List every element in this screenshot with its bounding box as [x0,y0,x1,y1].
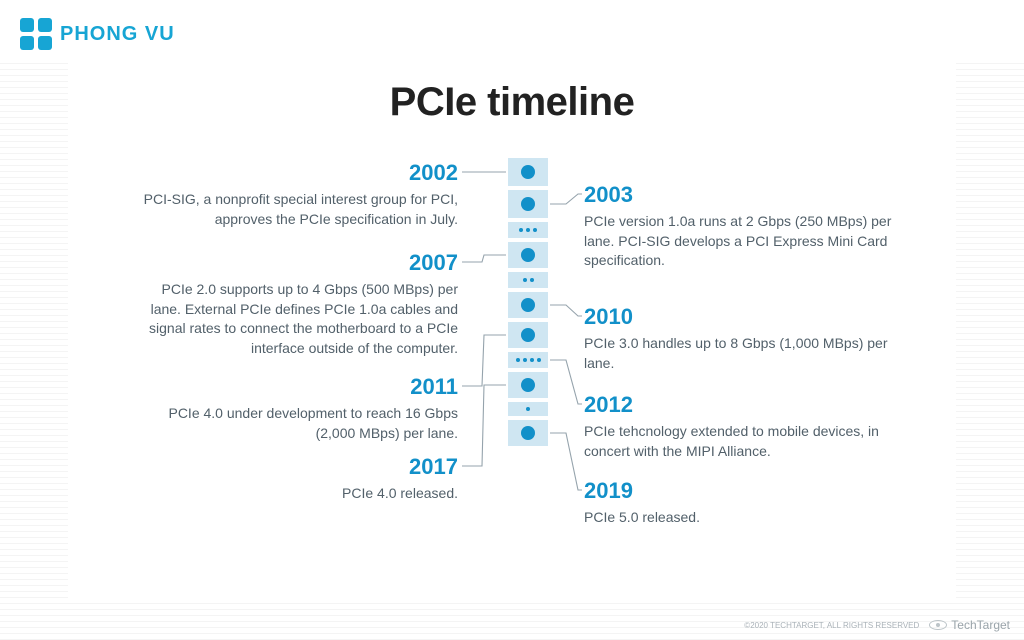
timeline-entry: 2003 PCIe version 1.0a runs at 2 Gbps (25… [584,182,914,271]
timeline-year: 2011 [128,374,458,400]
timeline-desc: PCIe 5.0 released. [584,508,914,528]
timeline-entry: 2012 PCIe tehcnology extended to mobile d… [584,392,914,461]
timeline-entry: 2002 PCI-SIG, a nonprofit special interes… [128,160,458,229]
brand-name: PHONG VU [60,23,175,46]
timeline-entry: 2007 PCIe 2.0 supports up to 4 Gbps (500 … [128,250,458,358]
timeline-year: 2007 [128,250,458,276]
timeline-year: 2017 [128,454,458,480]
infographic-card: PCIe timeline 2002 PCI-SIG, a nonprofit s… [68,62,956,602]
timeline-desc: PCIe 2.0 supports up to 4 Gbps (500 MBps… [128,280,458,358]
timeline-entry: 2010 PCIe 3.0 handles up to 8 Gbps (1,000… [584,304,914,373]
timeline-desc: PCIe tehcnology extended to mobile devic… [584,422,914,461]
page-title: PCIe timeline [68,80,956,125]
eye-icon [929,620,947,630]
timeline-year: 2012 [584,392,914,418]
timeline-entry: 2017 PCIe 4.0 released. [128,454,458,504]
timeline-desc: PCIe 4.0 released. [128,484,458,504]
timeline-year: 2003 [584,182,914,208]
timeline-year: 2002 [128,160,458,186]
timeline: 2002 PCI-SIG, a nonprofit special interes… [68,158,956,578]
timeline-desc: PCI-SIG, a nonprofit special interest gr… [128,190,458,229]
timeline-year: 2019 [584,478,914,504]
brand-logo: PHONG VU [20,18,175,50]
timeline-entry: 2019 PCIe 5.0 released. [584,478,914,528]
footer-brand: TechTarget [951,618,1010,632]
timeline-desc: PCIe 3.0 handles up to 8 Gbps (1,000 MBp… [584,334,914,373]
timeline-entry: 2011 PCIe 4.0 under development to reach … [128,374,458,443]
timeline-year: 2010 [584,304,914,330]
timeline-desc: PCIe 4.0 under development to reach 16 G… [128,404,458,443]
brand-logo-icon [20,18,52,50]
footer: ©2020 TECHTARGET, ALL RIGHTS RESERVED Te… [744,618,1010,632]
copyright-text: ©2020 TECHTARGET, ALL RIGHTS RESERVED [744,621,919,630]
timeline-desc: PCIe version 1.0a runs at 2 Gbps (250 MB… [584,212,914,271]
